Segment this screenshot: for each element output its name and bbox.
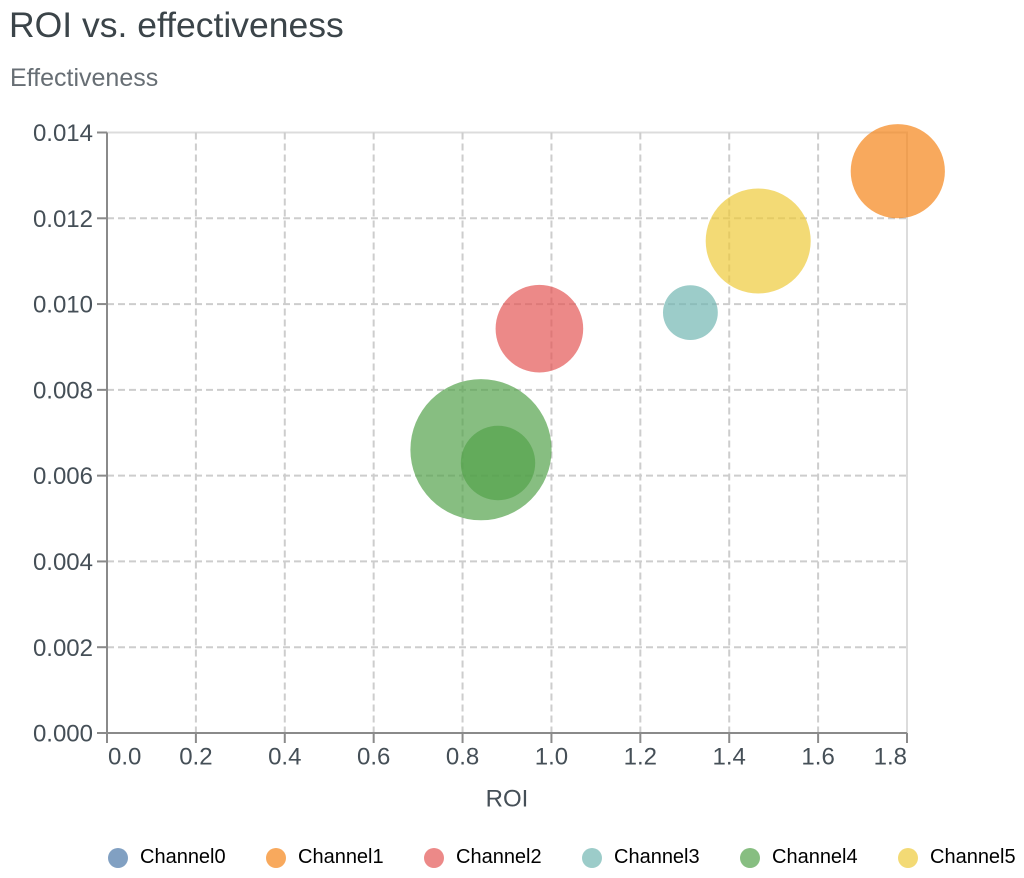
svg-text:1.2: 1.2 [624, 744, 657, 771]
svg-text:0.000: 0.000 [33, 721, 93, 748]
svg-text:0.010: 0.010 [33, 292, 93, 319]
svg-text:1.0: 1.0 [535, 744, 568, 771]
svg-text:0.012: 0.012 [33, 206, 93, 233]
svg-text:Channel0: Channel0 [140, 846, 226, 868]
svg-text:ROI vs. effectiveness: ROI vs. effectiveness [9, 5, 344, 45]
svg-text:0.006: 0.006 [33, 463, 93, 490]
svg-text:0.4: 0.4 [268, 744, 301, 771]
svg-text:0.008: 0.008 [33, 378, 93, 405]
svg-text:1.8: 1.8 [874, 744, 907, 771]
svg-text:0.002: 0.002 [33, 635, 93, 662]
svg-text:0.8: 0.8 [446, 744, 479, 771]
svg-text:1.6: 1.6 [801, 744, 834, 771]
svg-text:ROI: ROI [486, 786, 529, 813]
svg-text:Channel5: Channel5 [930, 846, 1016, 868]
svg-text:0.014: 0.014 [33, 120, 93, 147]
svg-text:1.4: 1.4 [713, 744, 746, 771]
svg-text:Effectiveness: Effectiveness [10, 64, 158, 92]
svg-text:Channel3: Channel3 [614, 846, 700, 868]
svg-text:Channel1: Channel1 [298, 846, 384, 868]
svg-text:0.0: 0.0 [108, 744, 141, 771]
svg-text:0.004: 0.004 [33, 549, 93, 576]
svg-text:0.6: 0.6 [357, 744, 390, 771]
svg-text:Channel4: Channel4 [772, 846, 858, 868]
svg-text:Channel2: Channel2 [456, 846, 542, 868]
svg-text:0.2: 0.2 [179, 744, 212, 771]
